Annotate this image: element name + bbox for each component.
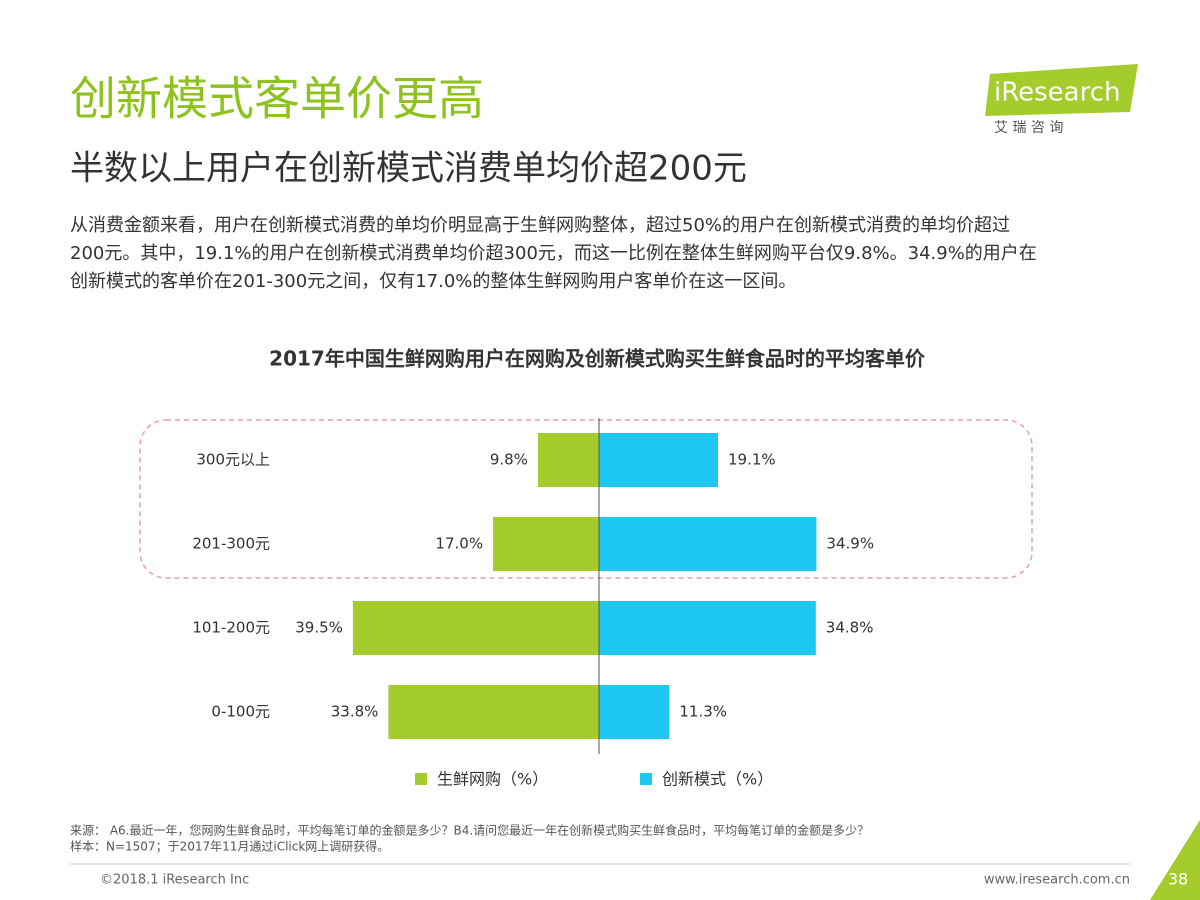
legend-label: 创新模式（%） xyxy=(662,770,773,789)
category-label: 101-200元 xyxy=(192,619,270,637)
bar xyxy=(599,685,670,739)
value-label: 17.0% xyxy=(435,535,483,553)
website: www.iresearch.com.cn xyxy=(984,873,1130,888)
body-line: 200元。其中，19.1%的用户在创新模式消费单均价超300元，而这一比例在整体… xyxy=(70,243,1037,264)
corner-shape xyxy=(1150,820,1200,900)
bar xyxy=(599,433,718,487)
chart-title: 2017年中国生鲜网购用户在网购及创新模式购买生鲜食品时的平均客单价 xyxy=(269,347,926,371)
value-label: 9.8% xyxy=(490,451,528,469)
bar xyxy=(599,517,817,571)
bar xyxy=(352,601,599,655)
logo: iResearch xyxy=(994,78,1120,108)
bar xyxy=(537,433,599,487)
category-label: 300元以上 xyxy=(196,451,270,469)
legend-label: 生鲜网购（%） xyxy=(437,770,548,789)
value-label: 19.1% xyxy=(728,451,776,469)
bar xyxy=(388,685,599,739)
logo-sub: 艾 瑞 咨 询 xyxy=(994,120,1063,136)
category-label: 201-300元 xyxy=(192,535,270,553)
value-label: 11.3% xyxy=(679,703,727,721)
logo-shape xyxy=(985,64,1138,116)
value-label: 33.8% xyxy=(331,703,379,721)
body-line: 创新模式的客单价在201-300元之间，仅有17.0%的整体生鲜网购用户客单价在… xyxy=(70,271,796,292)
body-line: 从消费金额来看，用户在创新模式消费的单均价明显高于生鲜网购整体，超过50%的用户… xyxy=(70,215,1010,236)
bar xyxy=(599,601,816,655)
category-label: 0-100元 xyxy=(211,703,270,721)
value-label: 34.9% xyxy=(826,535,874,553)
bar xyxy=(493,517,599,571)
sample: 样本：N=1507；于2017年11月通过iClick网上调研获得。 xyxy=(70,839,389,854)
slide-title: 创新模式客单价更高 xyxy=(70,72,484,126)
value-label: 39.5% xyxy=(295,619,343,637)
source: 来源： A6.最近一年，您网购生鲜食品时，平均每笔订单的金额是多少？B4.请问您… xyxy=(70,823,869,838)
value-label: 34.8% xyxy=(826,619,874,637)
legend-swatch xyxy=(415,773,427,785)
copyright: ©2018.1 iResearch Inc xyxy=(100,873,249,888)
slide-subtitle: 半数以上用户在创新模式消费单均价超200元 xyxy=(70,149,747,189)
legend-swatch xyxy=(640,773,652,785)
page-number: 38 xyxy=(1168,870,1188,889)
